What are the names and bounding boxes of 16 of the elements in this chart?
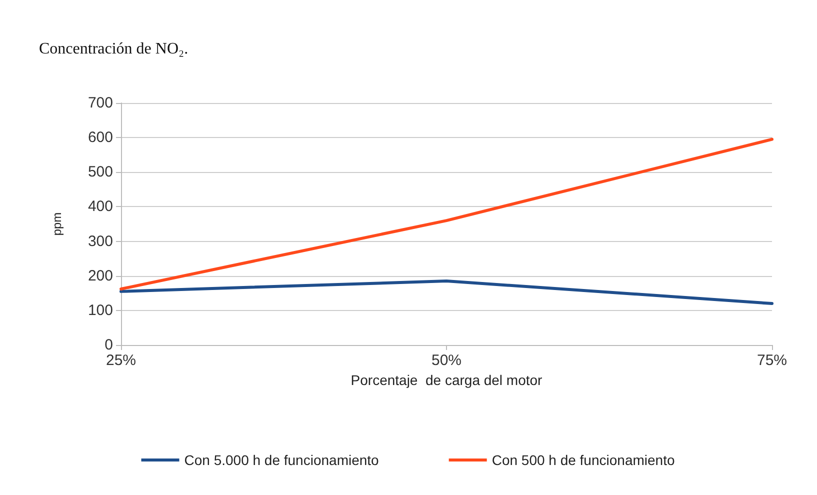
chart-title: Concentración de NO₂. bbox=[39, 40, 188, 58]
x-tick-label: 75% bbox=[756, 352, 788, 369]
y-tick-label: 300 bbox=[88, 232, 113, 250]
legend-label: Con 5.000 h de funcionamiento bbox=[184, 452, 380, 468]
x-tick-label: 50% bbox=[431, 352, 462, 369]
y-tick-label: 500 bbox=[88, 164, 113, 181]
x-axis-title: Porcentaje de carga del motor bbox=[350, 372, 543, 388]
y-tick-label: 0 bbox=[104, 336, 113, 354]
y-axis-title: ppm bbox=[50, 212, 64, 236]
y-tick-label: 700 bbox=[88, 94, 113, 112]
x-tick-label: 25% bbox=[106, 352, 136, 369]
y-tick-label: 600 bbox=[88, 129, 113, 146]
y-tick-label: 100 bbox=[88, 302, 113, 319]
legend-label: Con 500 h de funcionamiento bbox=[492, 452, 675, 468]
y-tick-label: 400 bbox=[88, 198, 113, 216]
y-tick-label: 200 bbox=[88, 267, 113, 284]
